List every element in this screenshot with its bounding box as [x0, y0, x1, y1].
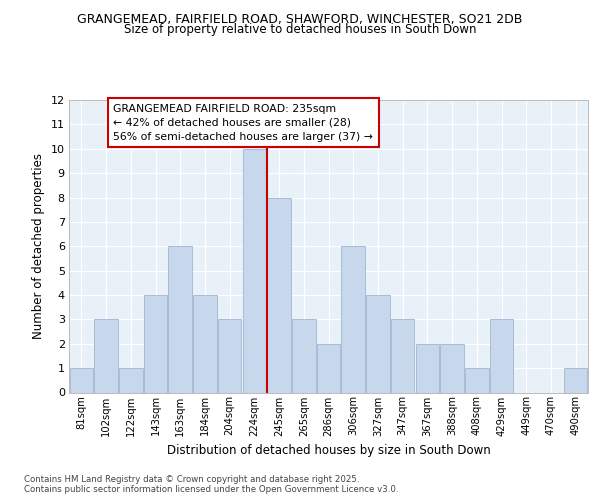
- Y-axis label: Number of detached properties: Number of detached properties: [32, 153, 45, 340]
- Bar: [292, 320, 316, 392]
- Bar: [490, 320, 513, 392]
- Bar: [193, 295, 217, 392]
- Bar: [564, 368, 587, 392]
- Bar: [416, 344, 439, 393]
- Text: GRANGEMEAD FAIRFIELD ROAD: 235sqm
← 42% of detached houses are smaller (28)
56% : GRANGEMEAD FAIRFIELD ROAD: 235sqm ← 42% …: [113, 104, 373, 142]
- Bar: [465, 368, 488, 392]
- Bar: [391, 320, 415, 392]
- Text: Size of property relative to detached houses in South Down: Size of property relative to detached ho…: [124, 24, 476, 36]
- Bar: [366, 295, 389, 392]
- X-axis label: Distribution of detached houses by size in South Down: Distribution of detached houses by size …: [167, 444, 490, 457]
- Bar: [242, 149, 266, 392]
- Bar: [218, 320, 241, 392]
- Bar: [440, 344, 464, 393]
- Bar: [144, 295, 167, 392]
- Text: GRANGEMEAD, FAIRFIELD ROAD, SHAWFORD, WINCHESTER, SO21 2DB: GRANGEMEAD, FAIRFIELD ROAD, SHAWFORD, WI…: [77, 12, 523, 26]
- Bar: [169, 246, 192, 392]
- Bar: [268, 198, 291, 392]
- Text: Contains HM Land Registry data © Crown copyright and database right 2025.
Contai: Contains HM Land Registry data © Crown c…: [24, 474, 398, 494]
- Bar: [70, 368, 93, 392]
- Bar: [119, 368, 143, 392]
- Bar: [341, 246, 365, 392]
- Bar: [94, 320, 118, 392]
- Bar: [317, 344, 340, 393]
